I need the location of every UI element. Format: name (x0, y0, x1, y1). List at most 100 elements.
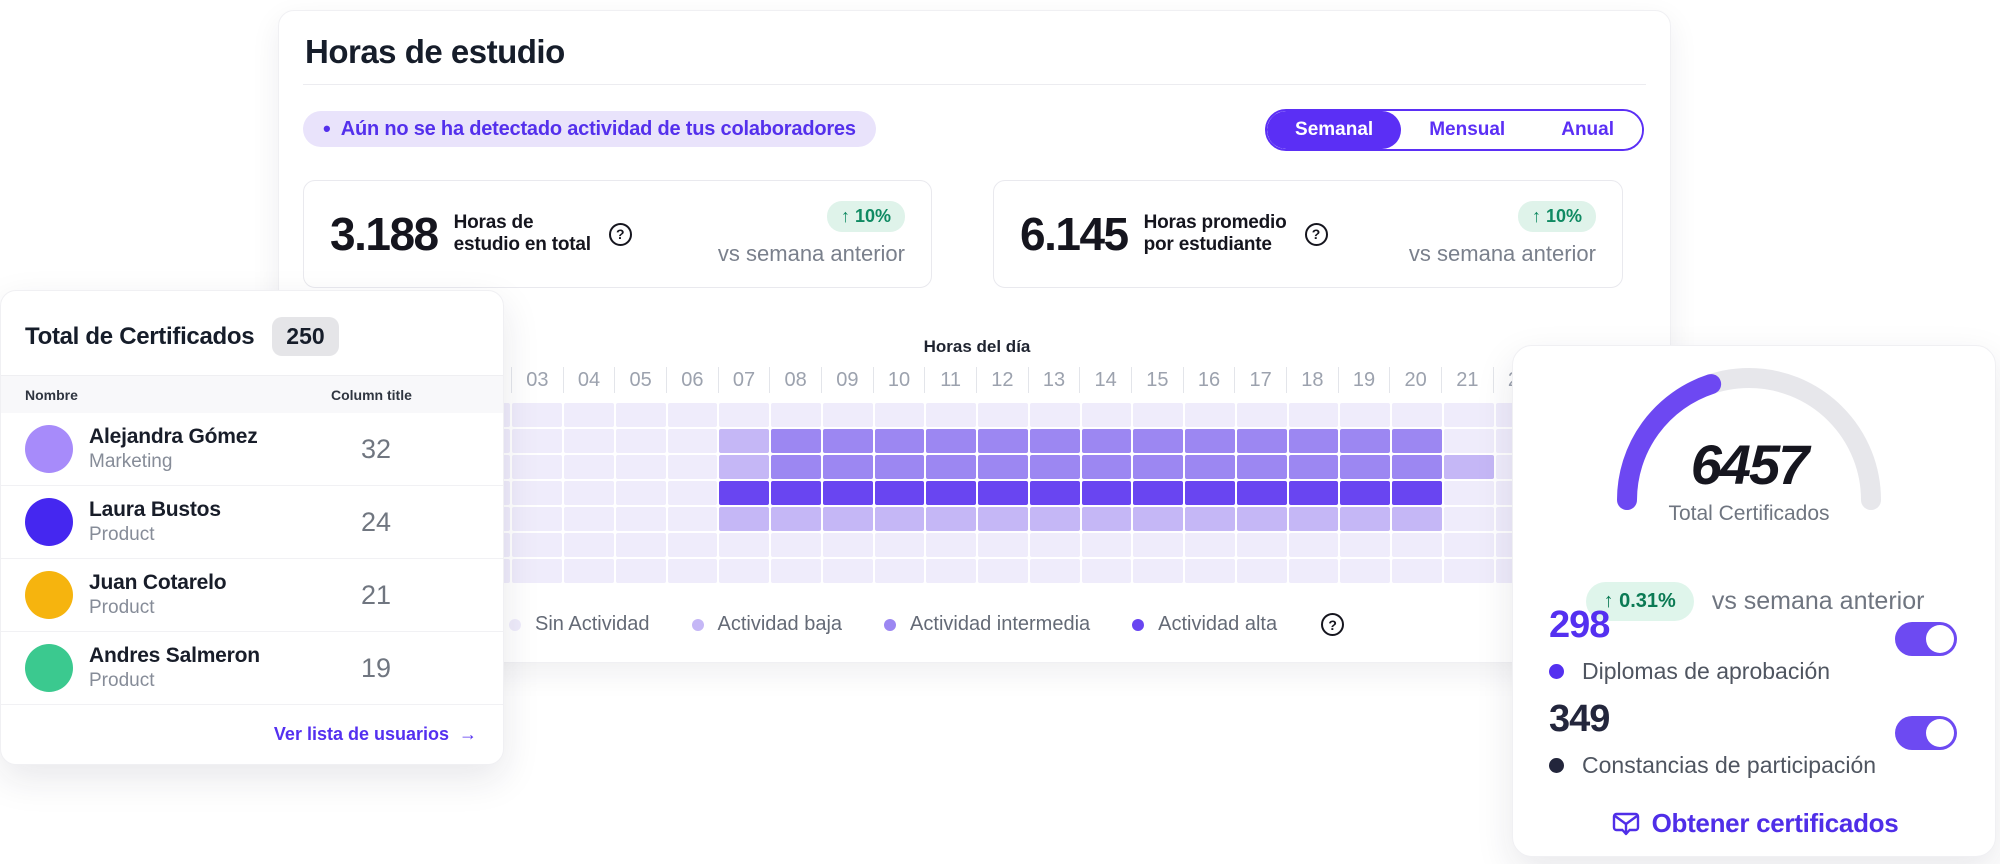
stat-value: 6.145 (1020, 208, 1129, 260)
toggle-knob (1926, 625, 1954, 653)
total-study-hours-stat: 3.188 Horas de estudio en total ? ↑ 10% … (303, 180, 932, 288)
stat-label-line2: por estudiante (1143, 234, 1272, 255)
heatmap-cell-r2-h16 (1185, 455, 1235, 479)
heatmap-cell-r4-h17 (1236, 507, 1287, 531)
heatmap-cell-r1-h05 (615, 429, 666, 453)
heatmap-cell-r6-h04 (564, 559, 614, 583)
heatmap-cell-r1-h06 (667, 429, 718, 453)
heatmap-cell-r6-h07 (719, 559, 769, 583)
hour-tick-19: 19 (1339, 367, 1391, 393)
avatar (25, 498, 73, 546)
constancias-count: 349 (1549, 698, 1610, 740)
stat-compare-block: ↑ 10% vs semana anterior (1409, 201, 1596, 267)
page-title: Horas de estudio (305, 33, 565, 70)
heatmap-cell-r5-h12 (978, 533, 1028, 557)
heatmap-cell-r2-h17 (1236, 455, 1287, 479)
heatmap-cell-r1-h21 (1443, 429, 1494, 453)
heatmap-cell-r5-h05 (615, 533, 666, 557)
heatmap-cell-r1-h17 (1236, 429, 1287, 453)
stat-label-line1: Horas promedio (1143, 211, 1287, 233)
heatmap-cell-r3-h18 (1288, 481, 1339, 505)
hour-tick-04: 04 (564, 367, 616, 393)
heatmap-cell-r2-h05 (615, 455, 666, 479)
hour-tick-05: 05 (615, 367, 667, 393)
table-row[interactable]: Andres Salmeron Product 19 (1, 632, 503, 705)
legend-help-icon[interactable]: ? (1321, 613, 1345, 636)
user-name: Alejandra Gómez (89, 425, 258, 448)
user-name-block: Juan Cotarelo Product (89, 571, 227, 619)
heatmap-cell-r2-h08 (771, 455, 821, 479)
certificates-value: 24 (360, 506, 392, 537)
heatmap-cell-r5-h18 (1288, 533, 1339, 557)
heatmap-cell-r4-h08 (771, 507, 821, 531)
heatmap-cell-r5-h06 (667, 533, 718, 557)
heatmap-cell-r2-h15 (1133, 455, 1183, 479)
get-certificates-link[interactable]: Obtener certificados (1513, 808, 1997, 839)
heatmap-cell-r2-h03 (512, 455, 562, 479)
heatmap-cell-r3-h20 (1392, 481, 1442, 505)
table-row[interactable]: Juan Cotarelo Product 21 (1, 559, 503, 632)
heatmap-cell-r4-h18 (1288, 507, 1339, 531)
gauge-fill (1617, 368, 1881, 510)
help-icon[interactable]: ? (608, 222, 632, 246)
hour-tick-03: 03 (512, 367, 564, 393)
heatmap-cell-r6-h15 (1133, 559, 1183, 583)
heatmap-cell-r0-h15 (1133, 403, 1183, 427)
help-icon[interactable]: ? (1304, 222, 1328, 246)
legend-dot-icon (1132, 618, 1145, 631)
heatmap-cell-r1-h11 (926, 429, 976, 453)
hour-tick-21: 21 (1442, 367, 1494, 393)
legend-label: Actividad alta (1158, 613, 1278, 635)
tab-semanal[interactable]: Semanal (1267, 111, 1402, 149)
hour-tick-17: 17 (1235, 367, 1287, 393)
toggle-knob (1926, 719, 1954, 747)
hour-tick-08: 08 (770, 367, 822, 393)
heatmap-cell-r1-h09 (822, 429, 873, 453)
table-row[interactable]: Alejandra Gómez Marketing 32 (1, 413, 503, 486)
alert-bullet-icon: • (323, 116, 331, 141)
diplomas-toggle[interactable] (1895, 622, 1957, 656)
heatmap-cell-r6-h12 (978, 559, 1028, 583)
table-body: Alejandra Gómez Marketing 32 Laura Bustos Pr… (1, 413, 503, 705)
legend-dot-icon (691, 618, 704, 631)
heatmap-cell-r6-h03 (512, 559, 562, 583)
gauge-compare-row: ↑ 0.31% vs semana anterior (1513, 582, 1997, 621)
table-row[interactable]: Laura Bustos Product 24 (1, 486, 503, 559)
constancias-label: Constancias de participación (1582, 752, 1877, 778)
heatmap-cell-r5-h20 (1392, 533, 1442, 557)
tab-mensual[interactable]: Mensual (1401, 111, 1534, 149)
user-department: Product (89, 524, 155, 545)
trend-up-badge: ↑ 10% (1517, 201, 1596, 232)
diplomas-label-row: Diplomas de aprobación (1549, 658, 1830, 685)
heatmap-cell-r2-h09 (822, 455, 873, 479)
heatmap-cell-r0-h10 (874, 403, 925, 427)
certificates-value: 32 (360, 433, 392, 464)
compare-text: vs semana anterior (717, 241, 905, 266)
heatmap-cell-r6-h06 (667, 559, 718, 583)
heatmap-cell-r5-h09 (822, 533, 873, 557)
heatmap-cell-r6-h16 (1185, 559, 1235, 583)
certificates-card-title: Total de Certificados (25, 322, 255, 350)
heatmap-cell-r3-h09 (822, 481, 873, 505)
view-user-list-link[interactable]: Ver lista de usuarios → (274, 724, 477, 745)
heatmap-cell-r1-h14 (1081, 429, 1132, 453)
title-divider (303, 84, 1646, 85)
heatmap-cell-r0-h21 (1443, 403, 1494, 427)
avg-hours-per-student-stat: 6.145 Horas promedio por estudiante ? ↑ … (993, 180, 1623, 288)
hour-tick-06: 06 (667, 367, 719, 393)
heatmap-cell-r5-h11 (926, 533, 976, 557)
constancias-toggle[interactable] (1895, 716, 1957, 750)
stat-label-line1: Horas de (453, 211, 534, 233)
study-hours-card: Horas de estudio • Aún no se ha detectad… (278, 10, 1671, 663)
user-name: Laura Bustos (89, 498, 221, 521)
heatmap-cell-r4-h12 (978, 507, 1028, 531)
view-user-list-label: Ver lista de usuarios (273, 723, 449, 744)
heatmap-cell-r0-h20 (1392, 403, 1442, 427)
legend-item: Actividad baja (691, 613, 842, 636)
tab-anual[interactable]: Anual (1533, 111, 1642, 149)
compare-text: vs semana anterior (1711, 587, 1925, 615)
hour-tick-20: 20 (1390, 367, 1442, 393)
heatmap-cell-r0-h17 (1236, 403, 1287, 427)
period-tab-group: Semanal Mensual Anual (1265, 109, 1644, 151)
heatmap-cell-r0-h12 (978, 403, 1028, 427)
